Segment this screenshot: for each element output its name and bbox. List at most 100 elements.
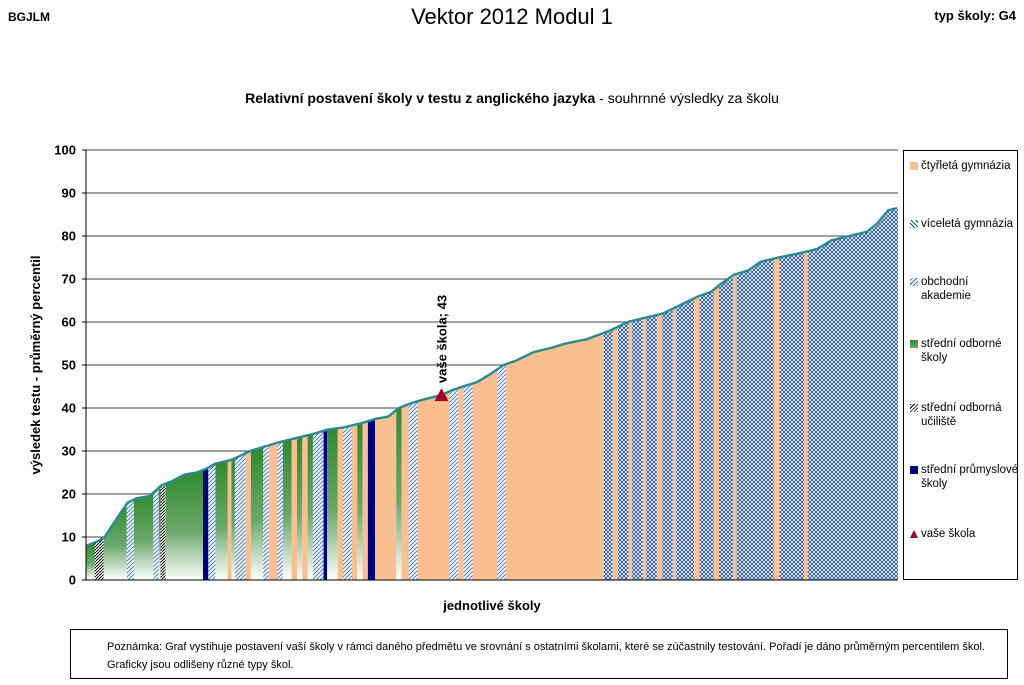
bar-segment-viceleta xyxy=(676,297,695,580)
y-tick-label: 80 xyxy=(62,229,76,244)
legend-item-prumyslove: střední průmyslové školy xyxy=(910,463,1019,491)
bar-segment-obchodni xyxy=(463,383,473,580)
bar-segment-ctyrleta xyxy=(773,257,780,580)
bar-segment-ucilste xyxy=(160,483,166,580)
y-tick-label: 100 xyxy=(54,143,76,158)
bar-segment-stredni_odborne xyxy=(158,485,161,580)
bar-segment-stredni_odborne xyxy=(296,436,303,580)
bar-segment-viceleta xyxy=(736,258,774,580)
result-line-path xyxy=(86,206,898,547)
legend-swatch-ucilste xyxy=(910,404,918,412)
bar-segment-ctyrleta xyxy=(458,385,464,580)
legend-label: střední odborné školy xyxy=(921,338,1002,364)
bar-segment-ctyrleta xyxy=(351,423,358,580)
bar-segment-stredni_odborne xyxy=(357,422,363,580)
bar-segment-ctyrleta xyxy=(672,306,677,580)
school-code: BGJLM xyxy=(8,10,50,24)
bar-segment-ctyrleta xyxy=(506,332,604,580)
y-tick-label: 0 xyxy=(69,573,76,588)
bar-segment-ctyrleta xyxy=(374,409,397,580)
legend-swatch-stredni_odborne xyxy=(910,340,918,348)
bar-segment-ctyrleta xyxy=(656,313,663,580)
axes: 0 10 20 30 40 50 60 70 80 90 100 xyxy=(54,143,898,588)
bar-segment-viceleta xyxy=(699,289,714,580)
legend-item-marker: vaše škola xyxy=(910,527,1019,541)
bar-segment-viceleta xyxy=(603,328,613,580)
bar-segment-ctyrleta xyxy=(227,459,232,580)
your-school-label: vaše škola; 43 xyxy=(434,295,449,383)
bar-segment-viceleta xyxy=(807,208,898,581)
bar-segment-obchodni xyxy=(343,425,352,580)
bar-segment-obchodni xyxy=(234,452,246,580)
bar-segment-obchodni xyxy=(277,441,283,580)
legend: čtyřletá gymnázia víceletá gymnázia obchod… xyxy=(903,150,1018,580)
note-text: Poznámka: Graf vystihuje postavení vaší … xyxy=(107,641,985,671)
bar-segment-obchodni xyxy=(312,430,324,580)
legend-item-ucilste: střední odborná učiliště xyxy=(910,401,1019,429)
bar-segment-obchodni xyxy=(126,499,134,580)
bar-segment-ucilste xyxy=(94,537,104,580)
bar-segment-ctyrleta xyxy=(302,435,308,580)
y-axis-label: výsledek testu - průměrný percentil xyxy=(28,256,43,475)
legend-item-stredni_odborne: střední odborné školy xyxy=(910,337,1019,365)
bar-segment-ctyrleta xyxy=(337,427,344,580)
legend-item-viceleta: víceletá gymnázia xyxy=(910,217,1019,231)
bar-segment-ctyrleta xyxy=(401,403,409,580)
bar-segment-viceleta xyxy=(646,314,657,580)
bar-segment-ctyrleta xyxy=(804,251,808,581)
bar-segment-obchodni xyxy=(449,387,459,580)
bar-segment-viceleta xyxy=(718,274,734,580)
legend-swatch-marker xyxy=(910,530,918,538)
y-tick-label: 30 xyxy=(62,444,76,459)
y-tick-label: 70 xyxy=(62,272,76,287)
school-type: typ školy: G4 xyxy=(934,8,1016,23)
bar-segment-ctyrleta xyxy=(362,420,368,580)
bar-segment-viceleta xyxy=(662,308,673,580)
your-school-triangle xyxy=(434,388,449,402)
bar-segment-stredni_odborne xyxy=(396,406,402,580)
bar-segment-obchodni xyxy=(208,463,216,580)
result-line xyxy=(86,206,898,547)
your-school-marker: vaše škola; 43 xyxy=(434,295,449,402)
y-tick-label: 60 xyxy=(62,315,76,330)
chart-title-bold: Relativní postavení školy v testu z angl… xyxy=(245,90,596,106)
chart-title: Relativní postavení školy v testu z angl… xyxy=(0,90,1024,106)
y-tick-label: 20 xyxy=(62,487,76,502)
bar-segment-stredni_odborne xyxy=(103,502,127,580)
bar-segment-stredni_odborne xyxy=(231,457,235,580)
bar-segment-prumyslove xyxy=(203,467,209,580)
bar-segment-viceleta xyxy=(779,251,805,580)
legend-swatch-ctyrleta xyxy=(910,162,918,170)
legend-label: víceletá gymnázia xyxy=(921,218,1014,230)
bar-segment-ctyrleta xyxy=(733,273,737,580)
legend-swatch-prumyslove xyxy=(910,466,918,474)
legend-item-ctyrleta: čtyřletá gymnázia xyxy=(910,159,1019,173)
bar-segment-stredni_odborne xyxy=(133,491,154,580)
bar-segment-prumyslove xyxy=(323,429,328,580)
bar-segment-stredni_odborne xyxy=(282,438,292,580)
bar-segment-stredni_odborne xyxy=(215,460,228,580)
bar-segment-ctyrleta xyxy=(628,320,633,580)
y-tick-label: 40 xyxy=(62,401,76,416)
x-axis-label: jednotlivé školy xyxy=(442,598,541,613)
bar-segment-obchodni xyxy=(497,363,507,580)
bar-segment-obchodni xyxy=(408,401,418,580)
bar-segment-stredni_odborne xyxy=(307,433,313,580)
bars xyxy=(86,208,898,581)
bar-segment-ctyrleta xyxy=(472,368,498,580)
bar-segment-stredni_odborne xyxy=(250,446,264,580)
bar-segment-obchodni xyxy=(153,487,159,580)
bar-segment-ctyrleta xyxy=(291,437,297,580)
bar-segment-ctyrleta xyxy=(694,295,700,580)
legend-label: obchodní akademie xyxy=(921,276,971,302)
bar-segment-obchodni xyxy=(263,445,269,580)
legend-label: střední odborná učiliště xyxy=(921,402,1002,428)
report-title: Vektor 2012 Modul 1 xyxy=(411,4,613,29)
note-box: Poznámka: Graf vystihuje postavení vaší … xyxy=(70,629,1008,679)
legend-swatch-obchodni xyxy=(910,278,918,286)
legend-label: střední průmyslové školy xyxy=(921,464,1019,490)
y-tick-label: 50 xyxy=(62,358,76,373)
bar-segment-stredni_odborne xyxy=(165,469,204,580)
bar-segment-ctyrleta xyxy=(713,284,719,580)
